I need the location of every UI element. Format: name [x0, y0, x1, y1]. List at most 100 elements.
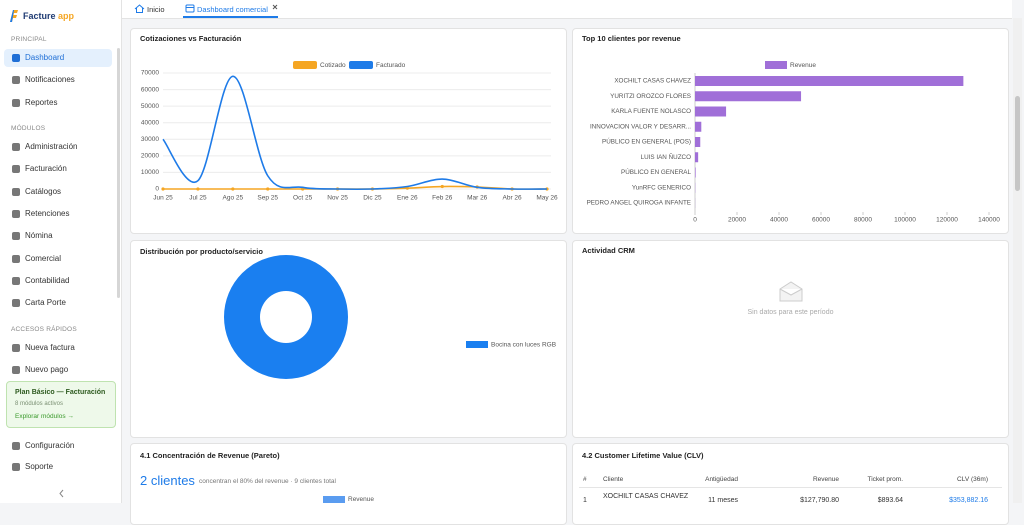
point [441, 185, 444, 188]
headline-note: concentran el 80% del revenue · 9 client… [199, 478, 336, 485]
nav-label: Soporte [25, 458, 53, 476]
column-header: CLV (36m) [957, 476, 988, 483]
nav-item[interactable]: Configuración [4, 437, 112, 455]
tab-close[interactable] [272, 4, 278, 10]
x-tick-label: Dic 25 [363, 195, 382, 202]
nav-label: Nueva factura [25, 339, 75, 357]
section-title: MÓDULOS [11, 125, 45, 132]
nav-label: Administración [25, 138, 77, 156]
plan-subtitle: 8 módulos activos [15, 401, 63, 407]
nav-item[interactable]: Contabilidad [4, 272, 112, 290]
plan-link[interactable]: Explorar módulos → [15, 413, 74, 420]
x-tick-label: 40000 [770, 217, 788, 224]
brand-suffix: app [58, 11, 74, 21]
panel-title: 4.1 Concentración de Revenue (Pareto) [140, 451, 280, 460]
nav-icon [12, 277, 20, 285]
bar [695, 168, 696, 178]
nav-icon [12, 165, 20, 173]
nav-label: Catálogos [25, 183, 61, 201]
dashboard-icon [185, 4, 195, 13]
chart-title: Top 10 clientes por revenue [582, 34, 681, 43]
column-header: Ticket prom. [867, 476, 903, 483]
section-title: ACCESOS RÁPIDOS [11, 326, 77, 333]
column-header: Revenue [813, 476, 839, 483]
y-tick-label: XOCHILT CASAS CHAVEZ [614, 78, 691, 85]
page-scrollbar [1013, 18, 1022, 503]
nav-icon [12, 344, 20, 352]
page: { "app": {"brand": "Facture", "brand_suf… [0, 0, 1024, 503]
legend-swatch [293, 61, 317, 69]
nav-item[interactable]: Soporte [4, 458, 112, 476]
legend-swatch [323, 496, 345, 503]
nav-icon [12, 232, 20, 240]
panel-title: Actividad CRM [582, 246, 635, 255]
nav-item[interactable]: Nueva factura [4, 339, 112, 357]
nav-item[interactable]: Dashboard [4, 49, 112, 67]
nav-item[interactable]: Nuevo pago [4, 361, 112, 379]
nav-icon [12, 143, 20, 151]
legend-swatch [349, 61, 373, 69]
column-header: Cliente [603, 476, 623, 483]
x-tick-label: Feb 26 [432, 195, 453, 202]
nav-item[interactable]: Catálogos [4, 183, 112, 201]
panel-title: 4.2 Customer Lifetime Value (CLV) [582, 451, 704, 460]
nav-label: Nómina [25, 227, 53, 245]
tab[interactable]: Inicio [147, 5, 165, 14]
nav-icon [12, 366, 20, 374]
nav-icon [12, 99, 20, 107]
y-tick-label: INNOVACION VALOR Y DESARR... [590, 123, 691, 130]
nav-item[interactable]: Nómina [4, 227, 112, 245]
bar [695, 107, 726, 117]
panel-crm: Actividad CRM Sin datos para este períod… [572, 240, 1009, 438]
y-tick-label: 30000 [141, 136, 159, 143]
y-tick-label: YunRFC GENERICO [632, 184, 691, 191]
nav-item[interactable]: Notificaciones [4, 71, 112, 89]
x-tick-label: Mar 26 [467, 195, 488, 202]
y-tick-label: 10000 [141, 169, 159, 176]
legend-label: Revenue [790, 62, 816, 69]
y-tick-label: 20000 [141, 153, 159, 160]
nav-icon [12, 255, 20, 263]
sidebar-scrollbar [117, 48, 120, 298]
nav-label: Retenciones [25, 205, 69, 223]
y-tick-label: PÚBLICO EN GENERAL [621, 167, 691, 176]
nav-item[interactable]: Retenciones [4, 205, 112, 223]
nav-item[interactable]: Reportes [4, 94, 112, 112]
plan-title: Plan Básico — Facturación [15, 389, 105, 396]
nav-icon [12, 299, 20, 307]
y-tick-label: 70000 [141, 70, 159, 77]
point [196, 187, 199, 190]
section-title: PRINCIPAL [11, 36, 47, 43]
y-tick-label: 60000 [141, 86, 159, 93]
nav-label: Notificaciones [25, 71, 75, 89]
x-tick-label: 100000 [894, 217, 916, 224]
point [231, 187, 234, 190]
nav-label: Contabilidad [25, 272, 69, 290]
nav-icon [12, 76, 20, 84]
y-tick-label: LUIS IAN ÑUZCO [641, 152, 691, 161]
x-tick-label: 140000 [978, 217, 1000, 224]
tab-active[interactable]: Dashboard comercial [197, 5, 268, 14]
nav-label: Nuevo pago [25, 361, 68, 379]
nav-item[interactable]: Administración [4, 138, 112, 156]
nav-label: Carta Porte [25, 294, 66, 312]
x-tick-label: 80000 [854, 217, 872, 224]
column-header: # [583, 476, 587, 483]
nav-item[interactable]: Carta Porte [4, 294, 112, 312]
chart-title: Distribución por producto/servicio [140, 247, 263, 256]
x-tick-label: Nov 25 [327, 195, 348, 202]
nav-item[interactable]: Facturación [4, 160, 112, 178]
x-tick-label: Ago 25 [223, 195, 244, 202]
panel-donut: Distribución por producto/servicio Bocin… [130, 240, 567, 438]
x-tick-label: Ene 26 [397, 195, 418, 202]
empty-message: Sin datos para este período [573, 309, 1008, 316]
x-tick-label: May 26 [536, 195, 558, 202]
nav-item[interactable]: Comercial [4, 250, 112, 268]
panel-clv: 4.2 Customer Lifetime Value (CLV) # Clien… [572, 443, 1009, 525]
bar [695, 91, 801, 101]
x-tick-label: Abr 26 [503, 195, 523, 202]
collapse-button[interactable] [58, 489, 66, 498]
chart-title: Cotizaciones vs Facturación [140, 34, 242, 43]
